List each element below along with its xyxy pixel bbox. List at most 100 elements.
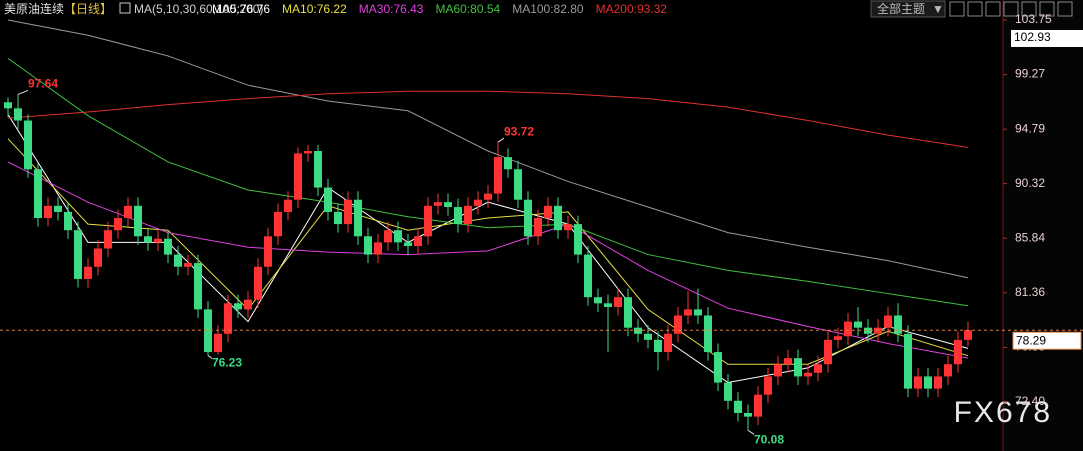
candle-body <box>944 364 952 377</box>
candle-body <box>304 150 312 154</box>
candle-body <box>824 339 832 365</box>
y-tick-label: 72.40 <box>1015 394 1045 408</box>
tool-button[interactable] <box>1039 1 1055 17</box>
candle-body <box>454 207 462 225</box>
ma-line <box>7 19 969 279</box>
legend-entry: MA10:76.22 <box>282 2 347 16</box>
candle-body <box>714 352 722 383</box>
candle-body <box>794 358 802 377</box>
legend-entry: MA30:76.43 <box>359 2 424 16</box>
candle-body <box>294 153 302 200</box>
watermark: FX678 <box>954 396 1052 429</box>
candle-body <box>854 321 862 328</box>
y-tick-label: 99.27 <box>1015 67 1045 81</box>
chart-title: 美原油连续 <box>4 1 64 16</box>
candle-body <box>524 199 532 237</box>
candle-body <box>144 236 152 243</box>
candle-body <box>184 263 192 267</box>
candle-body <box>904 333 912 389</box>
candle-body <box>884 315 892 328</box>
tool-button[interactable] <box>967 1 983 17</box>
ma-title: MA(5,10,30,60,100,200) <box>134 2 263 16</box>
candle-body <box>724 382 732 401</box>
candle-body <box>664 333 672 353</box>
candle-body <box>544 205 552 219</box>
candle-body <box>404 242 412 247</box>
candle-body <box>954 339 962 365</box>
candle-body <box>64 211 72 231</box>
candle-body <box>934 376 942 389</box>
candle-body <box>114 218 122 231</box>
candle-body <box>834 336 842 340</box>
candle-body <box>514 169 522 200</box>
candle-body <box>324 187 332 212</box>
candle-body <box>754 394 762 417</box>
tool-button[interactable] <box>949 1 965 17</box>
candle-body <box>214 333 222 353</box>
candle-body <box>444 202 452 208</box>
candle-body <box>624 297 632 328</box>
candle-body <box>94 248 102 267</box>
candle-body <box>174 254 182 267</box>
candle-body <box>334 211 342 225</box>
candle-body <box>704 315 712 353</box>
candle-body <box>774 364 782 377</box>
candle-body <box>464 205 472 225</box>
annotation-leader <box>747 429 755 435</box>
tool-button[interactable] <box>1057 1 1073 17</box>
candle-body <box>194 263 202 310</box>
axis-panel <box>1003 0 1083 451</box>
candle-body <box>124 205 132 219</box>
last-price-label: 78.29 <box>1016 333 1046 347</box>
annotation: 76.23 <box>212 356 242 370</box>
candle-body <box>234 303 242 310</box>
period: 【日线】 <box>64 2 112 16</box>
candle-body <box>204 309 212 353</box>
candle-body <box>164 238 172 255</box>
annotation: 97.64 <box>28 77 58 91</box>
ma-line <box>7 90 969 148</box>
candle-body <box>354 199 362 237</box>
tool-button[interactable] <box>1003 1 1019 17</box>
tool-button[interactable] <box>985 1 1001 17</box>
candle-body <box>134 205 142 237</box>
dropdown-arrow: ▼ <box>932 2 944 16</box>
candle-body <box>14 108 22 121</box>
candle-body <box>54 205 62 212</box>
candle-body <box>744 412 752 417</box>
candle-body <box>694 309 702 316</box>
legend-entry: MA100:82.80 <box>512 2 584 16</box>
candle-body <box>84 266 92 279</box>
legend-entry: MA5:76.76 <box>212 2 270 16</box>
candle-body <box>574 224 582 255</box>
candle-body <box>394 230 402 243</box>
candle-body <box>414 236 422 247</box>
y-tick-label: 81.36 <box>1015 285 1045 299</box>
candle-body <box>684 309 692 316</box>
candle-body <box>24 120 32 170</box>
candle-body <box>4 102 12 109</box>
annotation: 93.72 <box>504 124 534 138</box>
tool-button[interactable] <box>1021 1 1037 17</box>
annotation-leader <box>497 137 505 143</box>
last-price-box <box>1012 331 1082 350</box>
candle-body <box>604 303 612 307</box>
candle-body <box>384 230 392 243</box>
ceiling-box <box>1011 29 1083 47</box>
y-tick-label: 103.75 <box>1015 12 1052 26</box>
y-tick-label: 94.79 <box>1015 121 1045 135</box>
candle-body <box>44 205 52 219</box>
candle-body <box>764 376 772 395</box>
theme-button[interactable] <box>870 0 946 18</box>
candle-body <box>734 400 742 413</box>
candle-body <box>964 330 972 340</box>
candle-body <box>474 199 482 206</box>
y-tick-label: 90.32 <box>1015 176 1045 190</box>
candle-body <box>914 376 922 389</box>
candle-body <box>554 205 562 231</box>
candle-body <box>254 266 262 300</box>
ma-icon[interactable] <box>119 2 131 14</box>
candle-body <box>364 236 372 255</box>
candle-body <box>534 218 542 237</box>
ma-line <box>7 57 969 307</box>
